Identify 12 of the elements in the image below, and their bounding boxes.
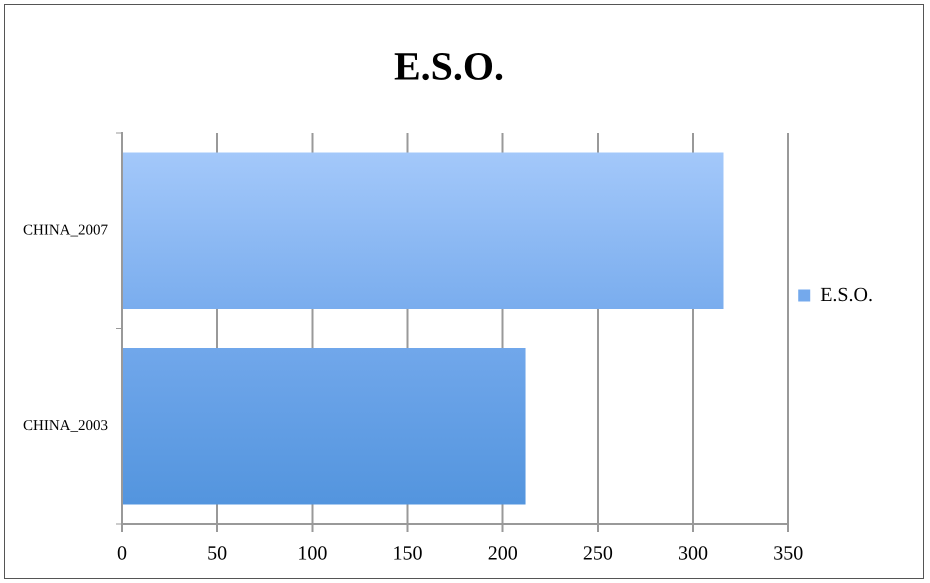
x-tick-label: 250 — [582, 542, 613, 564]
x-tick-label: 50 — [207, 542, 228, 564]
x-tick-label: 300 — [678, 542, 708, 564]
x-tick-label: 100 — [297, 542, 328, 564]
x-tick-label: 150 — [392, 542, 423, 564]
x-tick-label: 200 — [488, 542, 518, 564]
y-tick-label: CHINA_2003 — [23, 418, 108, 434]
y-tick-label: CHINA_2007 — [23, 222, 108, 239]
x-tick-label: 0 — [117, 542, 127, 564]
x-tick-label: 350 — [773, 542, 804, 564]
legend-label: E.S.O. — [820, 284, 874, 306]
chart-title: E.S.O. — [394, 43, 504, 88]
